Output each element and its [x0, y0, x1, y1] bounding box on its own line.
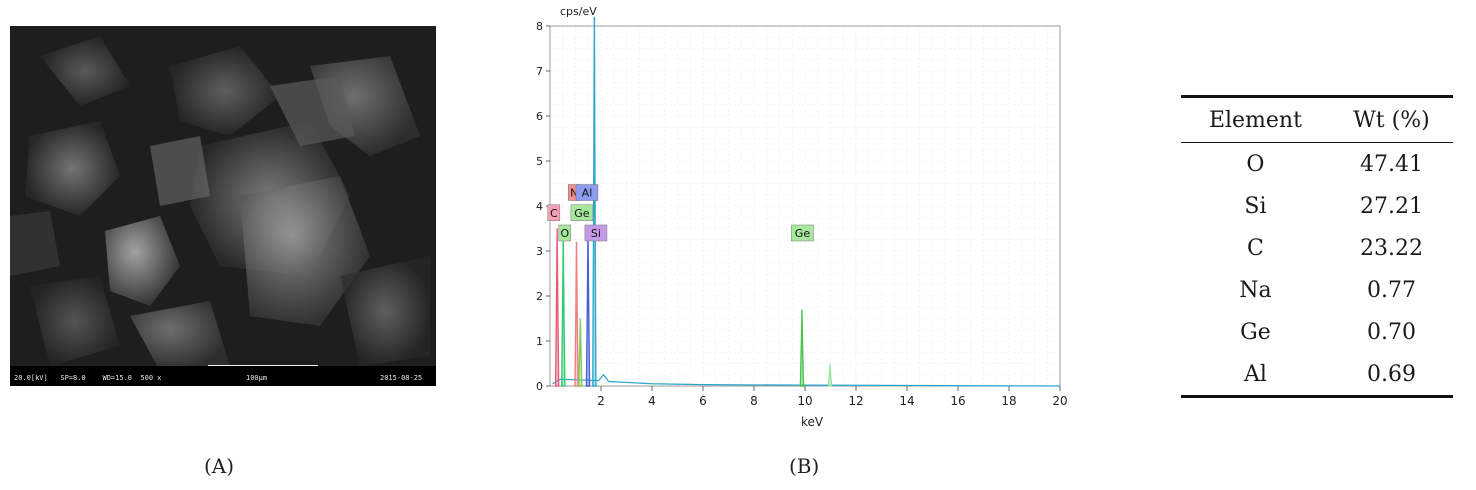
cell-wt: 0.69: [1329, 353, 1453, 398]
cell-element: Al: [1181, 353, 1330, 398]
spectrum-peak: [574, 241, 579, 387]
table-row: Al 0.69: [1181, 353, 1453, 398]
eds-grid: [549, 25, 1061, 387]
peak-label-box: [547, 204, 561, 221]
table-row: O 47.41: [1181, 143, 1453, 186]
peak-label-text: Si: [591, 227, 601, 240]
eds-peaks: [552, 16, 1061, 387]
x-tick-label: 18: [1001, 394, 1016, 408]
cell-wt: 27.21: [1359, 193, 1423, 219]
spectrum-peak: [561, 237, 566, 387]
table-row: Si 27.21: [1181, 185, 1453, 227]
sem-texture: [10, 26, 436, 386]
cell-wt: 0.77: [1366, 277, 1416, 303]
table-row: C 23.22: [1181, 227, 1453, 269]
x-tick-label: 10: [797, 394, 812, 408]
eds-x-axis-label: keV: [801, 415, 824, 429]
peak-label-text: Al: [582, 187, 593, 200]
header-element: Element: [1181, 95, 1330, 143]
y-tick-label: 8: [536, 20, 543, 33]
peak-label-box: [791, 224, 814, 242]
y-tick-label: 3: [536, 245, 543, 258]
y-tick-label: 4: [536, 200, 543, 213]
x-tick-label: 4: [648, 394, 656, 408]
x-tick-label: 12: [848, 394, 863, 408]
x-tick-label: 14: [899, 394, 914, 408]
spectrum-peak: [578, 318, 583, 387]
table-header-row: Element Wt (%): [1181, 95, 1453, 143]
y-tick-label: 7: [536, 65, 543, 78]
sem-footer-strip: 20.0[kV] SP=8.0 WD=15.0 500 x 100μm 2015…: [10, 366, 436, 386]
x-tick-label: 2: [597, 394, 605, 408]
cell-wt: 0.70: [1366, 319, 1416, 345]
peak-label-text: Ge: [795, 227, 811, 240]
cell-element: Na: [1239, 277, 1272, 303]
spectrum-peak: [827, 364, 833, 387]
cell-element: O: [1246, 151, 1265, 177]
table-row: Ge 0.70: [1181, 311, 1453, 353]
peak-label-box: [558, 224, 572, 242]
cell-wt: 47.41: [1359, 151, 1423, 177]
x-tick-label: 20: [1052, 394, 1067, 408]
sem-footer-scale: 100μm: [246, 374, 268, 382]
eds-y-axis-label: cps/eV: [560, 5, 597, 18]
peak-label-box: [570, 204, 594, 221]
peak-label-text: Ge: [574, 207, 590, 220]
spectrum-peak: [554, 228, 560, 387]
peak-label-box: [584, 224, 608, 242]
cell-element: Ge: [1240, 319, 1271, 345]
cell-element: C: [1247, 235, 1264, 261]
y-tick-label: 1: [536, 335, 543, 348]
element-weight-table: Element Wt (%) O 47.41 Si 27.21 C 23.22 Na 0…: [1181, 95, 1453, 398]
spectrum-peak: [585, 228, 591, 387]
cell-wt: 23.22: [1359, 235, 1423, 261]
x-tick-label: 6: [699, 394, 707, 408]
peak-label-box: [575, 184, 599, 201]
spectrum-background: [552, 373, 1061, 387]
x-tick-label: 16: [950, 394, 965, 408]
cell-element: Si: [1244, 193, 1267, 219]
y-tick-label: 6: [536, 110, 543, 123]
peak-label-text: N: [570, 187, 578, 200]
caption-a: (A): [204, 454, 235, 478]
sem-footer-date: 2015-08-25: [380, 374, 423, 382]
peak-label-text: C: [550, 207, 558, 220]
x-tick-label: 8: [750, 394, 758, 408]
y-tick-label: 5: [536, 155, 543, 168]
spectrum-peak: [592, 16, 597, 387]
peak-label-text: O: [560, 227, 569, 240]
sem-footer-left: 20.0[kV] SP=8.0 WD=15.0 500 x: [14, 374, 162, 382]
caption-b: (B): [789, 454, 820, 478]
table-row: Na 0.77: [1181, 269, 1453, 311]
sem-micrograph: 20.0[kV] SP=8.0 WD=15.0 500 x 100μm 2015…: [10, 26, 436, 386]
y-tick-label: 0: [536, 380, 543, 393]
spectrum-peak: [799, 309, 805, 387]
y-tick-label: 2: [536, 290, 543, 303]
header-wt: Wt (%): [1329, 95, 1453, 143]
